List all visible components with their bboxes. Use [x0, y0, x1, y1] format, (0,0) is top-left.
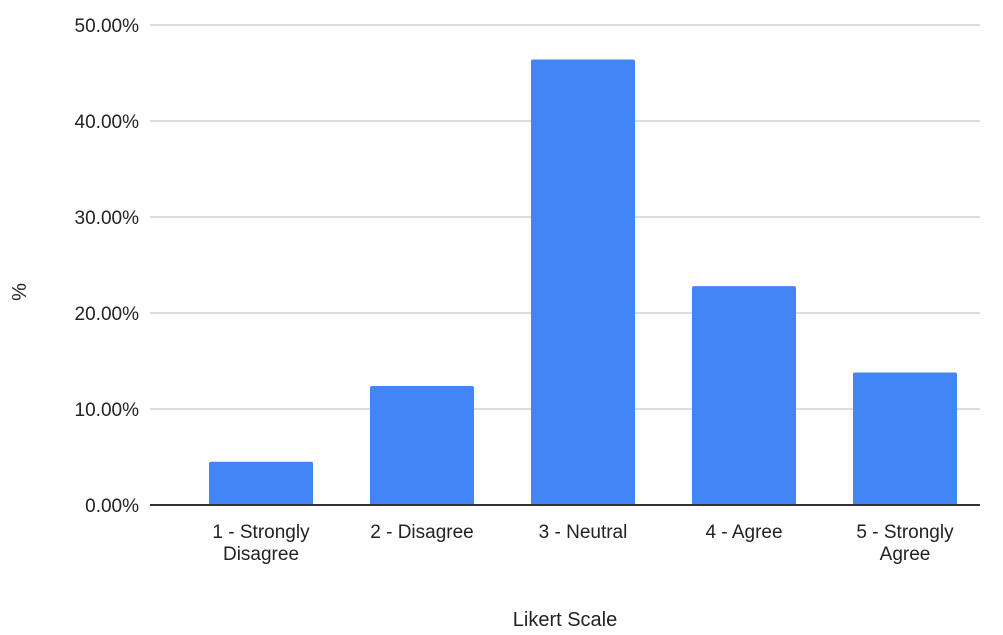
- x-category-label: 5 - Strongly: [856, 522, 954, 543]
- y-tick-label: 20.00%: [75, 304, 140, 325]
- y-tick-label: 10.00%: [75, 400, 140, 421]
- bars: [209, 59, 957, 506]
- bar: [209, 461, 313, 505]
- x-axis-title: Likert Scale: [513, 609, 618, 631]
- x-category-label: 3 - Neutral: [539, 522, 628, 543]
- y-tick-label: 40.00%: [75, 112, 140, 133]
- x-category-label: Disagree: [223, 544, 299, 565]
- x-category-label: Agree: [880, 544, 931, 565]
- x-category-label: 2 - Disagree: [370, 522, 474, 543]
- x-category-label: 4 - Agree: [705, 522, 782, 543]
- y-tick-label: 0.00%: [85, 496, 139, 517]
- bar: [531, 59, 635, 506]
- bar: [853, 372, 957, 505]
- bar: [370, 385, 474, 505]
- y-tick-labels: 0.00% 10.00% 20.00% 30.00% 40.00% 50.00%: [75, 16, 140, 517]
- y-axis-title: %: [9, 283, 31, 301]
- y-tick-label: 30.00%: [75, 208, 140, 229]
- y-tick-label: 50.00%: [75, 16, 140, 37]
- x-category-label: 1 - Strongly: [212, 522, 310, 543]
- bar: [692, 286, 796, 505]
